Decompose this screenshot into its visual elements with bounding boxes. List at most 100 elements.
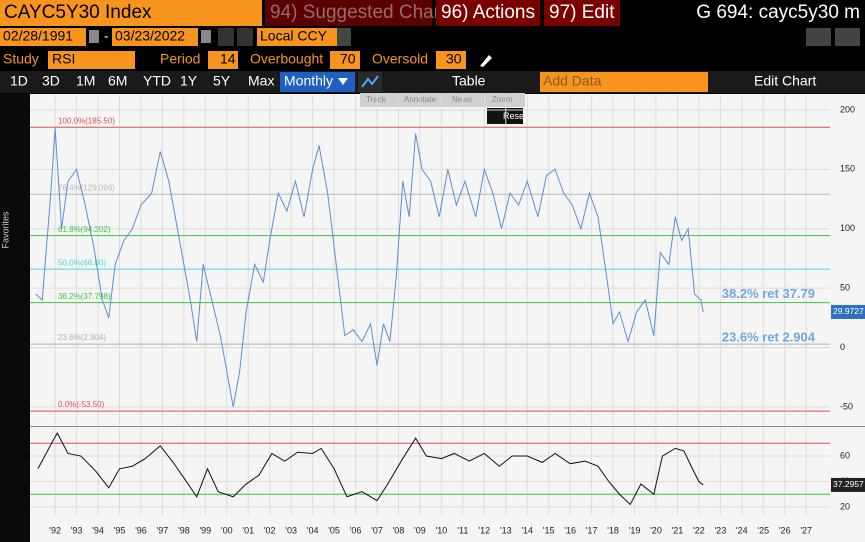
- series-line: [35, 127, 704, 408]
- x-tick-label: '16: [564, 525, 576, 535]
- end-date-box[interactable]: [112, 28, 198, 46]
- range-button[interactable]: 5Y: [213, 73, 231, 89]
- x-tick-label: '00: [221, 525, 233, 535]
- study-box[interactable]: [48, 51, 135, 69]
- x-tick-label: '05: [328, 525, 340, 535]
- currency-dropdown[interactable]: [337, 28, 351, 46]
- sidebar: [0, 94, 30, 542]
- x-tick-label: '12: [478, 525, 490, 535]
- edit-button[interactable]: [544, 0, 620, 26]
- x-tick-label: '26: [779, 525, 791, 535]
- range-button[interactable]: 1Y: [180, 73, 198, 89]
- suggested: 94) Suggested Charts: [270, 2, 455, 23]
- popup-tool[interactable]: News: [452, 95, 472, 104]
- x-tick-label: '96: [135, 525, 147, 535]
- x-tick-label: '07: [371, 525, 383, 535]
- security: CAYC5Y30 Index: [4, 2, 152, 23]
- overbought: 70: [340, 51, 356, 67]
- x-tick-label: '14: [521, 525, 533, 535]
- popup-tool[interactable]: Zoom: [492, 95, 513, 104]
- last-value-box: [831, 477, 865, 492]
- fib-label: 76.4%(129.096): [58, 183, 115, 192]
- chart-id: G 694: cayc5y30 m: [696, 2, 860, 23]
- range-button[interactable]: 6M: [108, 73, 127, 89]
- add-data: Add Data: [543, 73, 602, 89]
- x-tick-label: '93: [71, 525, 83, 535]
- range-button[interactable]: 1M: [76, 73, 95, 89]
- fib-label: 61.8%(94.202): [58, 225, 111, 234]
- redo-button[interactable]: [835, 28, 860, 46]
- x-tick-label: '97: [157, 525, 169, 535]
- last-value: 37.2957: [833, 479, 864, 489]
- x-tick-label: '21: [672, 525, 684, 535]
- start-date-box[interactable]: [0, 28, 86, 46]
- favorites: Favorites: [0, 211, 10, 249]
- edit: 97) Edit: [549, 2, 615, 23]
- reset: Reset: [503, 111, 527, 121]
- y-tick-label: 200: [840, 104, 855, 114]
- currency-box[interactable]: [257, 28, 337, 46]
- actions-button[interactable]: [436, 0, 540, 26]
- x-tick-label: '15: [543, 525, 555, 535]
- actions: 96) Actions: [441, 2, 535, 23]
- security-box[interactable]: [0, 0, 262, 26]
- range-button[interactable]: 3D: [42, 73, 60, 89]
- frequency: Monthly: [284, 73, 333, 89]
- calendar-icon[interactable]: [89, 30, 99, 43]
- x-tick-label: '09: [414, 525, 426, 535]
- tool-popup: [360, 93, 525, 107]
- x-tick-label: '22: [693, 525, 705, 535]
- x-tick-label: '06: [350, 525, 362, 535]
- period: 14: [220, 51, 236, 67]
- annotation: 23.6% ret 2.904: [722, 330, 816, 345]
- pen-icon[interactable]: [480, 55, 492, 67]
- x-tick-label: '11: [457, 525, 468, 535]
- toolbar: [0, 71, 865, 93]
- x-tick-label: '98: [178, 525, 190, 535]
- date-separator: -: [104, 28, 109, 44]
- x-tick-label: '08: [393, 525, 405, 535]
- y-tick-label: 0: [840, 342, 845, 352]
- study-label: Study: [3, 51, 39, 67]
- edit-chart[interactable]: Edit Chart: [754, 73, 816, 89]
- line-icon-glyph: [361, 75, 379, 88]
- range-button[interactable]: 1D: [10, 73, 28, 89]
- overbought-box[interactable]: [330, 51, 360, 69]
- x-tick-label: '01: [242, 525, 254, 535]
- x-tick-label: '02: [264, 525, 276, 535]
- range-button[interactable]: YTD: [143, 73, 171, 89]
- x-tick-label: '99: [199, 525, 211, 535]
- fib-label: 100.0%(185.50): [58, 116, 115, 125]
- x-tick-label: '27: [800, 525, 812, 535]
- y-tick-label: 60: [840, 450, 850, 460]
- prev-button[interactable]: [218, 28, 234, 46]
- range-button[interactable]: Max: [248, 73, 274, 89]
- reset-button[interactable]: [487, 108, 523, 124]
- add-data-box[interactable]: [540, 72, 708, 92]
- series-line: [37, 432, 704, 506]
- currency: Local CCY: [260, 28, 328, 44]
- x-tick-label: '94: [92, 525, 104, 535]
- x-tick-label: '18: [607, 525, 619, 535]
- y-tick-label: 50: [840, 283, 850, 293]
- popup-tool[interactable]: Track: [366, 95, 387, 104]
- x-tick-label: '19: [629, 525, 641, 535]
- calendar-icon[interactable]: [201, 30, 211, 43]
- suggested-button[interactable]: [265, 0, 432, 26]
- fib-label: 38.2%(37.798): [58, 292, 111, 301]
- end-date: 03/23/2022: [115, 28, 185, 44]
- x-tick-label: '25: [757, 525, 769, 535]
- y-tick-label: 150: [840, 164, 855, 174]
- fib-label: 23.6%(2.904): [58, 333, 106, 342]
- oversold-box[interactable]: [436, 51, 466, 69]
- period-box[interactable]: [208, 51, 238, 69]
- annotation: 38.2% ret 37.79: [722, 286, 815, 301]
- next-button[interactable]: [237, 28, 253, 46]
- start-date: 02/28/1991: [3, 28, 73, 44]
- x-tick-label: '10: [436, 525, 448, 535]
- undo-button[interactable]: [806, 28, 831, 46]
- overbought-label: Overbought: [250, 51, 323, 67]
- y-tick-label: 100: [840, 223, 855, 233]
- dropdown-arrow[interactable]: [338, 78, 348, 85]
- frequency-box[interactable]: [280, 72, 355, 92]
